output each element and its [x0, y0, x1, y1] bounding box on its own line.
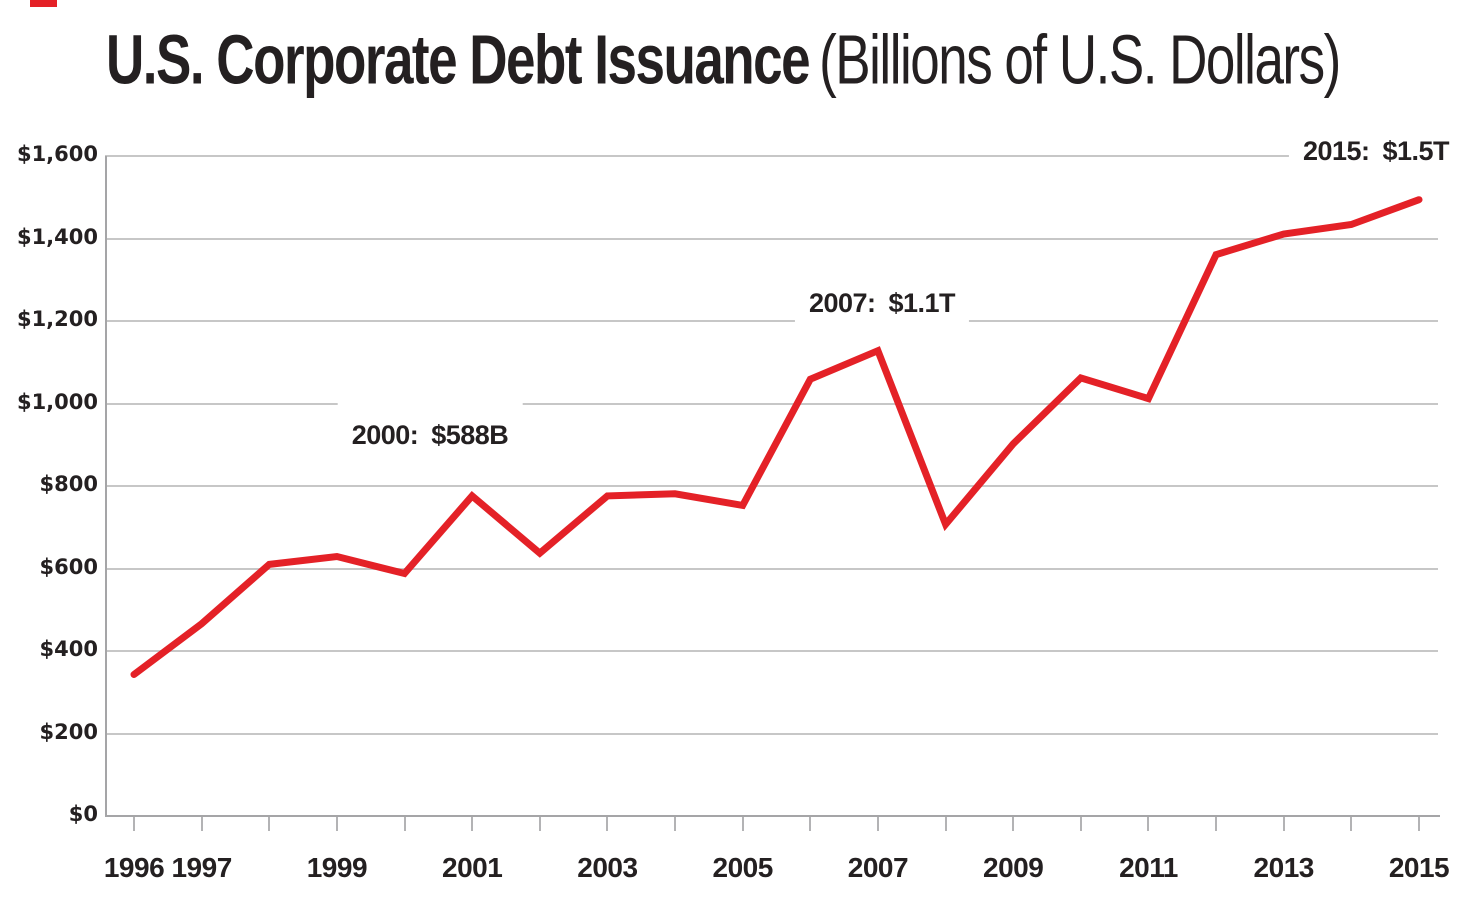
x-axis-label-2011: 2011 — [1119, 852, 1178, 883]
y-axis-label: $1,000 — [16, 389, 98, 414]
debt-issuance-line-svg — [130, 196, 1423, 678]
y-axis-label: $800 — [39, 472, 98, 496]
x-tick-2007 — [876, 817, 879, 831]
x-tick-1997 — [200, 817, 203, 831]
x-axis-label-2003: 2003 — [577, 852, 638, 883]
x-axis-label-1997: 1997 — [171, 852, 232, 883]
gridline-800 — [105, 485, 1438, 487]
x-axis-label-2005: 2005 — [712, 852, 774, 883]
x-tick-2000 — [403, 817, 406, 831]
y-axis-label: $200 — [39, 719, 98, 744]
x-axis-label-2009: 2009 — [983, 852, 1044, 883]
y-axis-label: $400 — [39, 637, 98, 661]
x-axis-line — [105, 815, 1440, 817]
gridline-1200 — [105, 320, 1438, 322]
x-axis-label-2001: 2001 — [441, 852, 503, 883]
annotation-2015: 2015: $1.5T — [1288, 109, 1464, 173]
gridline-1400 — [105, 237, 1438, 240]
y-axis-label: $0 — [68, 802, 98, 826]
x-tick-2012 — [1215, 817, 1218, 831]
chart-title-main: U.S. Corporate Debt Issuance — [106, 21, 811, 100]
x-tick-2013 — [1282, 817, 1285, 831]
x-tick-2008 — [944, 817, 947, 831]
annotation-2000: 2000: $588B — [337, 393, 523, 457]
gridline-400 — [105, 650, 1438, 652]
x-tick-1998 — [268, 817, 271, 831]
gridline-1000 — [105, 402, 1438, 405]
y-axis-label: $600 — [39, 554, 98, 579]
x-axis-label-2013: 2013 — [1253, 852, 1315, 883]
x-axis-label-1999: 1999 — [306, 852, 368, 883]
x-tick-2003 — [606, 817, 609, 831]
x-tick-2010 — [1079, 817, 1082, 831]
x-tick-2006 — [809, 817, 812, 831]
gridline-1600 — [105, 155, 1438, 157]
x-tick-2014 — [1350, 817, 1353, 831]
line-series — [130, 196, 1423, 678]
y-axis-label: $1,600 — [16, 142, 98, 166]
x-axis-label-2015: 2015 — [1388, 852, 1450, 883]
x-tick-1999 — [335, 817, 338, 831]
y-axis-label: $1,200 — [16, 307, 98, 331]
chart-title: U.S. Corporate Debt Issuance (Billions of… — [106, 21, 1341, 100]
red-accent-mark — [30, 0, 57, 7]
x-tick-1996 — [133, 817, 135, 831]
x-tick-2005 — [741, 817, 744, 831]
y-axis-label: $1,400 — [16, 224, 98, 249]
x-tick-2015 — [1417, 817, 1420, 831]
x-tick-2001 — [471, 817, 474, 831]
annotation-2007: 2007: $1.1T — [794, 261, 970, 325]
gridline-200 — [105, 732, 1438, 735]
x-tick-2004 — [674, 817, 677, 831]
x-axis-label-1996: 1996 — [103, 852, 165, 883]
x-axis-label-2007: 2007 — [847, 852, 909, 883]
chart-title-subtitle: (Billions of U.S. Dollars) — [819, 21, 1341, 100]
x-tick-2002 — [538, 817, 541, 831]
gridline-600 — [105, 567, 1438, 570]
x-tick-2009 — [1012, 817, 1015, 831]
x-tick-2011 — [1147, 817, 1150, 831]
y-axis-line — [105, 156, 107, 817]
